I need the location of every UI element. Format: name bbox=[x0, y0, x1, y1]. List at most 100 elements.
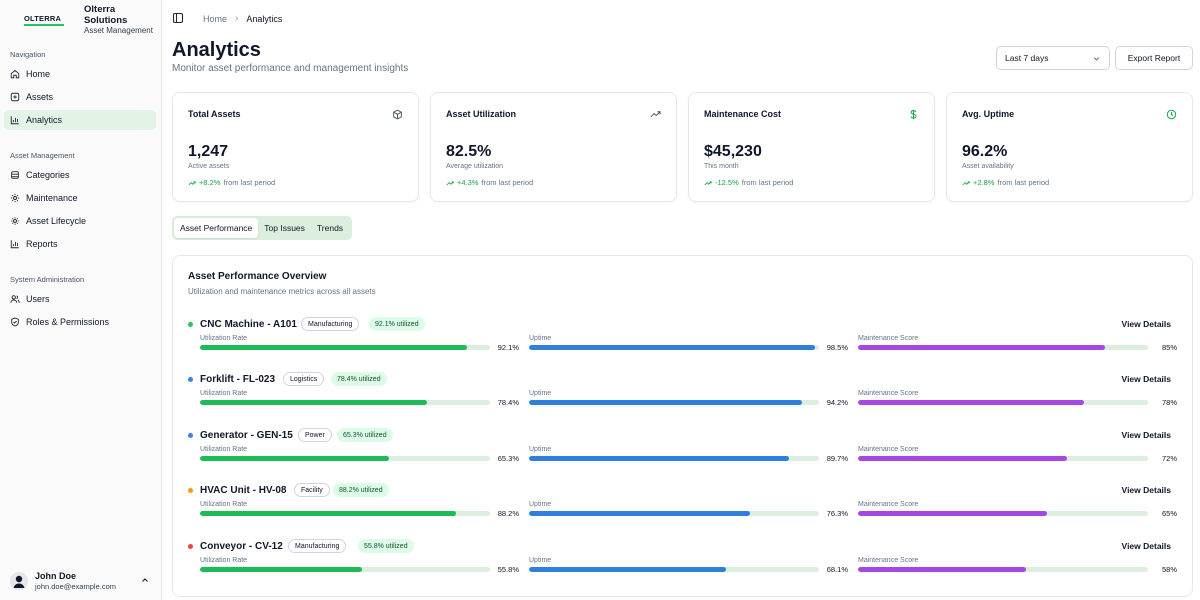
sidebar-item-label: Maintenance bbox=[26, 193, 78, 203]
sidebar-item-label: Home bbox=[26, 69, 51, 79]
metric-maintenance-score: Maintenance Score 72% bbox=[858, 446, 1177, 470]
stat-value: $45,230 bbox=[704, 143, 762, 160]
asset-performance-panel: Asset Performance Overview Utilization a… bbox=[172, 255, 1193, 597]
view-details-link[interactable]: View Details bbox=[1121, 485, 1171, 495]
page-title: Analytics bbox=[172, 39, 261, 61]
tab-asset-performance[interactable]: Asset Performance bbox=[174, 218, 259, 238]
metric-uptime: Uptime 94.2% bbox=[529, 390, 848, 414]
metric-maintenance-score: Maintenance Score 58% bbox=[858, 557, 1177, 581]
metric-value: 65% bbox=[1161, 509, 1177, 518]
metric-label: Uptime bbox=[529, 446, 552, 453]
metric-utilization: Utilization Rate 92.1% bbox=[200, 335, 519, 359]
sidebar-item-asset-lifecycle[interactable]: Asset Lifecycle bbox=[4, 211, 156, 231]
nav-section-title: System Administration bbox=[10, 275, 85, 284]
asset-row: CNC Machine - A101 Manufacturing 92.1% uti… bbox=[173, 317, 1194, 374]
nav-section-title: Navigation bbox=[10, 50, 46, 59]
metric-value: 65.3% bbox=[497, 454, 519, 463]
stat-caption: Average utilization bbox=[446, 163, 504, 170]
view-details-link[interactable]: View Details bbox=[1121, 319, 1171, 329]
date-range-value: Last 7 days bbox=[1005, 53, 1049, 63]
nav-section-title: Asset Management bbox=[10, 151, 75, 160]
stat-delta: +2.8% from last period bbox=[962, 178, 1049, 187]
home-icon bbox=[10, 69, 20, 79]
metric-value: 68.1% bbox=[826, 565, 848, 574]
progress-track bbox=[529, 345, 819, 350]
breadcrumb-current: Analytics bbox=[246, 13, 283, 24]
bar-chart-icon bbox=[10, 239, 20, 249]
metric-label: Maintenance Score bbox=[858, 390, 919, 397]
stat-delta-value: +8.2% bbox=[199, 178, 221, 187]
category-badge: Manufacturing bbox=[301, 317, 360, 331]
clock-icon bbox=[1166, 109, 1177, 120]
metric-label: Maintenance Score bbox=[858, 557, 919, 564]
asset-row: HVAC Unit - HV-08 Facility 88.2% utilized V… bbox=[173, 483, 1194, 540]
view-details-link[interactable]: View Details bbox=[1121, 541, 1171, 551]
view-details-link[interactable]: View Details bbox=[1121, 374, 1171, 384]
brand[interactable]: OLTERRA Olterra Solutions Asset Manageme… bbox=[10, 4, 158, 35]
view-details-link[interactable]: View Details bbox=[1121, 430, 1171, 440]
progress-track bbox=[529, 567, 819, 572]
progress-track bbox=[529, 456, 819, 461]
trending-up-icon bbox=[188, 180, 196, 185]
category-badge: Power bbox=[298, 428, 332, 442]
tab-top-issues[interactable]: Top Issues bbox=[264, 223, 305, 233]
metric-label: Utilization Rate bbox=[200, 446, 248, 453]
sidebar-item-reports[interactable]: Reports bbox=[4, 234, 156, 254]
trending-up-icon bbox=[962, 180, 970, 185]
sidebar-item-maintenance[interactable]: Maintenance bbox=[4, 188, 156, 208]
progress-fill bbox=[858, 567, 1027, 572]
metric-utilization: Utilization Rate 88.2% bbox=[200, 501, 519, 525]
asset-row: Conveyor - CV-12 Manufacturing 55.8% utili… bbox=[173, 539, 1194, 596]
metric-value: 72% bbox=[1161, 454, 1177, 463]
export-report-button[interactable]: Export Report bbox=[1115, 46, 1193, 70]
status-dot bbox=[188, 322, 193, 327]
panel-subtitle: Utilization and maintenance metrics acro… bbox=[188, 287, 376, 296]
stat-delta: -12.5% from last period bbox=[704, 178, 793, 187]
gear-icon bbox=[10, 193, 20, 203]
breadcrumb-home-link[interactable]: Home bbox=[203, 13, 228, 24]
metric-label: Utilization Rate bbox=[200, 501, 248, 508]
sidebar-item-roles-permissions[interactable]: Roles & Permissions bbox=[4, 312, 156, 332]
asset-name: Conveyor - CV-12 bbox=[200, 541, 283, 552]
panel-title: Asset Performance Overview bbox=[188, 271, 327, 282]
sidebar-item-analytics[interactable]: Analytics bbox=[4, 110, 156, 130]
sidebar-toggle-icon[interactable] bbox=[172, 12, 184, 24]
metric-maintenance-score: Maintenance Score 85% bbox=[858, 335, 1177, 359]
stat-value: 82.5% bbox=[446, 143, 492, 160]
sidebar-item-home[interactable]: Home bbox=[4, 64, 156, 84]
date-range-select[interactable]: Last 7 days bbox=[996, 46, 1110, 70]
progress-fill bbox=[200, 400, 428, 405]
metric-label: Maintenance Score bbox=[858, 335, 919, 342]
stat-title: Maintenance Cost bbox=[704, 109, 782, 119]
box-icon bbox=[10, 92, 20, 102]
progress-track bbox=[200, 511, 490, 516]
stat-delta: +8.2% from last period bbox=[188, 178, 275, 187]
sidebar-item-assets[interactable]: Assets bbox=[4, 87, 156, 107]
sidebar-item-categories[interactable]: Categories bbox=[4, 165, 156, 185]
tab-trends[interactable]: Trends bbox=[316, 223, 344, 233]
chevron-up-icon bbox=[142, 578, 148, 582]
sidebar-item-users[interactable]: Users bbox=[4, 289, 156, 309]
layers-icon bbox=[10, 170, 20, 180]
chevron-down-icon bbox=[1093, 57, 1100, 61]
metric-value: 92.1% bbox=[497, 343, 519, 352]
dollar-icon bbox=[910, 109, 917, 120]
stat-title: Avg. Uptime bbox=[962, 109, 1015, 119]
asset-name: CNC Machine - A101 bbox=[200, 319, 297, 330]
metric-label: Uptime bbox=[529, 501, 552, 508]
stat-title: Total Assets bbox=[188, 109, 241, 119]
logo-accent-bar bbox=[24, 23, 64, 26]
user-menu[interactable]: John Doe john.doe@example.com bbox=[10, 568, 154, 594]
progress-fill bbox=[529, 567, 727, 572]
progress-track bbox=[858, 456, 1148, 461]
avatar bbox=[10, 572, 28, 590]
metric-label: Uptime bbox=[529, 335, 552, 342]
metric-value: 88.2% bbox=[497, 509, 519, 518]
activity-icon bbox=[10, 216, 20, 226]
asset-name: HVAC Unit - HV-08 bbox=[200, 485, 287, 496]
trending-up-icon bbox=[704, 180, 712, 185]
olterra-logo: OLTERRA bbox=[24, 12, 72, 28]
progress-track bbox=[200, 567, 490, 572]
shield-icon bbox=[10, 317, 20, 327]
metric-label: Utilization Rate bbox=[200, 390, 248, 397]
